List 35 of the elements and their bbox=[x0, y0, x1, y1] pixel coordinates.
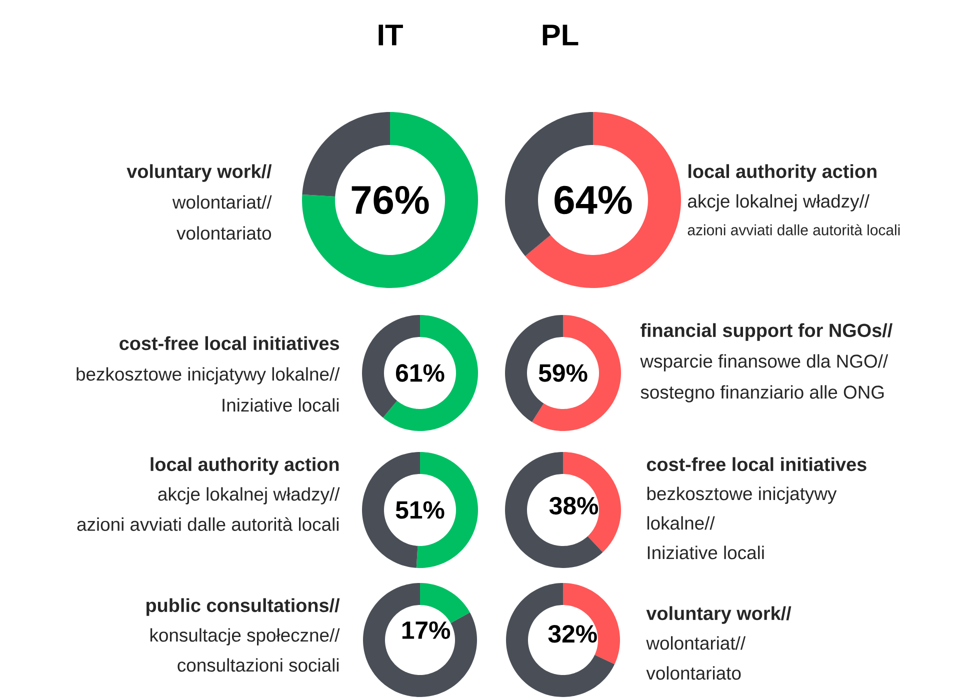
text: konsultacje społeczne// bbox=[150, 628, 340, 646]
text: bezkosztowe inicjatywy bbox=[647, 486, 837, 504]
data-label: 17% bbox=[402, 621, 450, 639]
data-label: 51% bbox=[396, 501, 444, 519]
text: Iniziative locali bbox=[648, 546, 764, 560]
text: public consultations// bbox=[146, 598, 340, 616]
text: akcje lokalnej władzy// bbox=[688, 194, 870, 212]
text: IT bbox=[378, 24, 403, 46]
data-label: 64% bbox=[554, 186, 632, 214]
text: local authority action bbox=[688, 164, 876, 182]
text: financial support for NGOs// bbox=[640, 323, 892, 341]
text: wsparcie finansowe dla NGO// bbox=[640, 354, 888, 372]
text: Iniziative locali bbox=[222, 398, 339, 412]
data-label: 61% bbox=[396, 364, 444, 382]
text: wolontariat// bbox=[646, 636, 746, 650]
text: consultazioni sociali bbox=[178, 658, 339, 672]
data-label: 76% bbox=[352, 186, 429, 214]
text: voluntary work// bbox=[126, 164, 272, 182]
text: akcje lokalnej władzy// bbox=[158, 487, 340, 504]
chart-title: local authority action bbox=[150, 457, 339, 475]
text: volontariato bbox=[646, 666, 741, 680]
text: lokalne// bbox=[647, 516, 715, 530]
text: cost-free local initiatives bbox=[120, 336, 340, 350]
text: cost-free local initiatives bbox=[646, 457, 866, 472]
data-label: 59% bbox=[538, 364, 588, 382]
text: azioni avviati dalle autorità locali bbox=[77, 517, 338, 531]
text: wolontariat// bbox=[172, 195, 272, 209]
data-label: 32% bbox=[548, 625, 597, 643]
data-label: 38% bbox=[549, 496, 598, 515]
text: PL bbox=[542, 24, 578, 46]
text: voluntary work// bbox=[646, 606, 792, 624]
text: bezkosztowe inicjatywy lokalne// bbox=[76, 367, 340, 384]
text: volontariato bbox=[176, 226, 272, 240]
text: sostegno finanziario alle ONG bbox=[640, 385, 884, 402]
text: azioni avviati dalle autorità locali bbox=[688, 224, 900, 236]
